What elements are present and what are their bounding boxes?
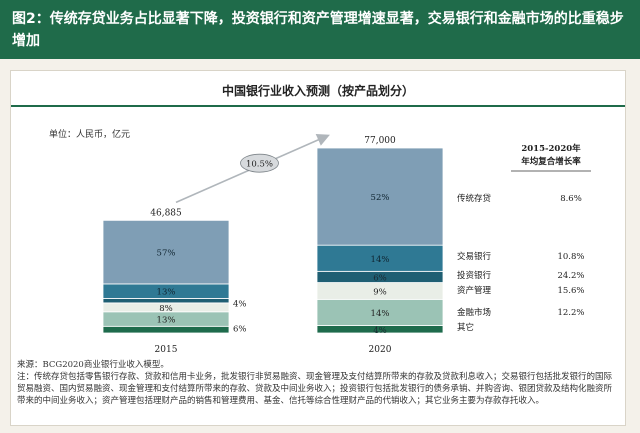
data-label-2015-1: 13% bbox=[157, 316, 176, 326]
cagr-row-name-4: 金融市场 bbox=[457, 307, 491, 318]
source-notes: 来源：BCG2020商业银行业收入模型。 注：传统存贷包括零售银行存款、贷款和信… bbox=[17, 359, 615, 407]
category-label-2020: 2020 bbox=[369, 345, 392, 355]
data-label-2020-3: 6% bbox=[373, 273, 387, 283]
title-rule bbox=[11, 105, 625, 107]
total-label-2020: 77,000 bbox=[364, 136, 396, 146]
cagr-row-value-4: 12.2% bbox=[557, 308, 584, 318]
bar-segment-2020-5 bbox=[316, 147, 444, 246]
bar-segment-2020-1 bbox=[316, 298, 444, 326]
data-label-2020-1: 14% bbox=[371, 309, 390, 319]
data-label-2015-5: 57% bbox=[157, 249, 176, 259]
data-label-2015-0: 6% bbox=[233, 324, 247, 334]
chart: 中国银行业收入预测（按产品划分） 单位：人民币，亿元 2015 46,885 202… bbox=[49, 83, 591, 355]
data-label-2015-4: 13% bbox=[157, 288, 176, 298]
cagr-row-name-2: 投资银行 bbox=[457, 270, 492, 281]
bar-segment-2015-0 bbox=[102, 325, 230, 334]
total-label-2015: 46,885 bbox=[150, 208, 182, 218]
bars-group: 2015 46,885 2020 77,000 6% 13% 8% 4% 13% 57% 4% 14%… bbox=[102, 134, 444, 355]
chart-panel: 中国银行业收入预测（按产品划分） 单位：人民币，亿元 2015 46,885 202… bbox=[10, 70, 626, 426]
bar-segment-2015-5 bbox=[102, 219, 230, 285]
figure-header: 图2：传统存贷业务占比显著下降，投资银行和资产管理增速显著，交易银行和金融市场的… bbox=[0, 0, 640, 59]
cagr-row-name-3: 资产管理 bbox=[457, 285, 492, 296]
growth-label: 10.5% bbox=[246, 160, 273, 170]
data-label-2015-2: 8% bbox=[159, 304, 173, 314]
data-label-2015-3: 4% bbox=[233, 299, 247, 309]
category-label-2015: 2015 bbox=[155, 345, 178, 355]
unit-label: 单位：人民币，亿元 bbox=[49, 128, 130, 140]
cagr-row-value-2: 24.2% bbox=[557, 271, 584, 281]
cagr-row-value-0: 8.6% bbox=[560, 194, 582, 204]
source-line: 来源：BCG2020商业银行业收入模型。 bbox=[17, 360, 169, 370]
bar-segment-2015-3 bbox=[102, 298, 230, 304]
bar-segment-2020-4 bbox=[316, 244, 444, 272]
data-label-2020-0: 4% bbox=[373, 326, 387, 336]
cagr-row-value-3: 15.6% bbox=[557, 286, 584, 296]
chart-title: 中国银行业收入预测（按产品划分） bbox=[222, 83, 414, 98]
cagr-row-value-1: 10.8% bbox=[557, 252, 584, 262]
cagr-header-line1: 2015-2020年 bbox=[521, 143, 581, 154]
cagr-row-name-0: 传统存贷 bbox=[457, 193, 492, 204]
cagr-row-name-5: 其它 bbox=[457, 322, 474, 333]
note-text: 注：传统存贷包括零售银行存款、贷款和信用卡业务，批发银行非贸易融资、现金管理及支… bbox=[17, 372, 613, 406]
growth-badge bbox=[240, 153, 279, 173]
cagr-row-name-1: 交易银行 bbox=[457, 251, 492, 262]
data-label-2020-2: 9% bbox=[373, 287, 387, 297]
data-label-2020-4: 14% bbox=[371, 255, 390, 265]
data-label-2020-5: 52% bbox=[371, 193, 390, 203]
figure-title: 图2：传统存贷业务占比显著下降，投资银行和资产管理增速显著，交易银行和金融市场的… bbox=[12, 11, 624, 49]
cagr-header-line2: 年均复合增长率 bbox=[521, 156, 581, 167]
